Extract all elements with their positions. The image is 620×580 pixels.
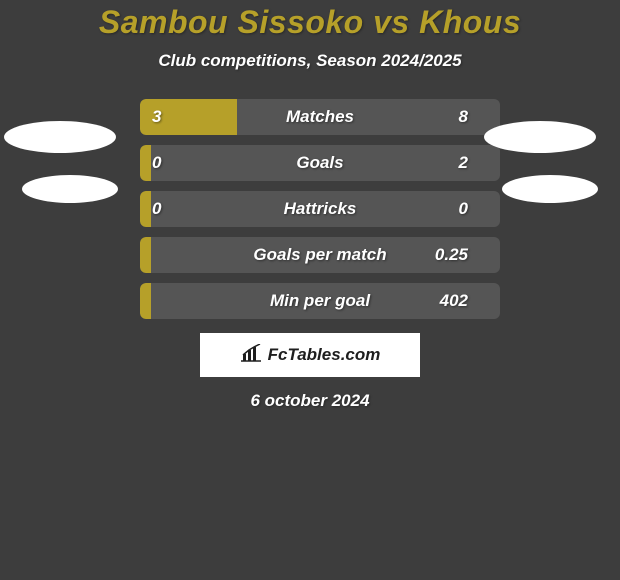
- stat-row: 0.25Goals per match: [10, 237, 610, 273]
- subtitle: Club competitions, Season 2024/2025: [0, 51, 620, 71]
- stat-label: Min per goal: [140, 283, 500, 319]
- brand-text: FcTables.com: [268, 345, 381, 365]
- stat-label: Matches: [140, 99, 500, 135]
- stat-label: Hattricks: [140, 191, 500, 227]
- date-text: 6 october 2024: [0, 391, 620, 411]
- brand-box: FcTables.com: [200, 333, 420, 377]
- stat-row: 402Min per goal: [10, 283, 610, 319]
- decorative-ellipse: [22, 175, 118, 203]
- decorative-ellipse: [502, 175, 598, 203]
- stat-label: Goals per match: [140, 237, 500, 273]
- stat-label: Goals: [140, 145, 500, 181]
- page-title: Sambou Sissoko vs Khous: [0, 0, 620, 41]
- bar-chart-icon: [240, 344, 262, 367]
- decorative-ellipse: [4, 121, 116, 153]
- decorative-ellipse: [484, 121, 596, 153]
- comparison-card: Sambou Sissoko vs Khous Club competition…: [0, 0, 620, 580]
